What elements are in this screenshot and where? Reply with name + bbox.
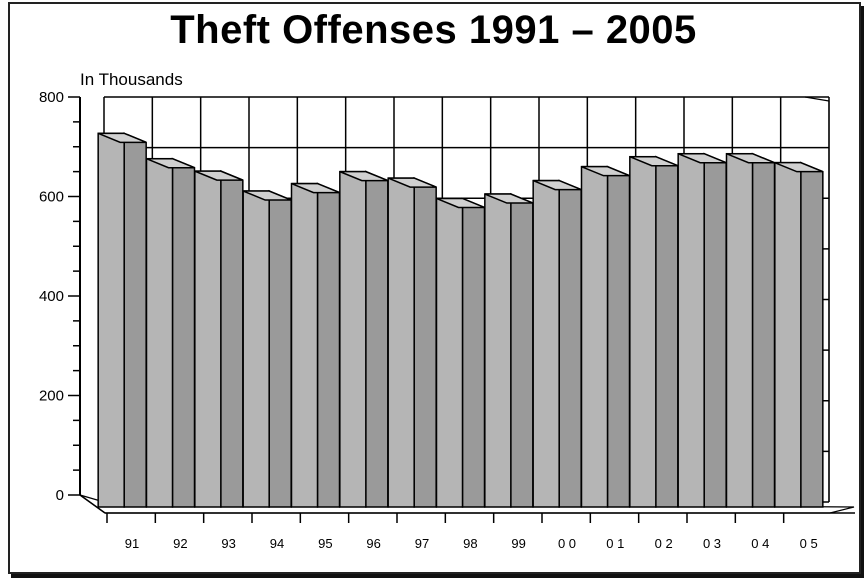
x-tick-label: 0 5	[800, 536, 818, 551]
bar-side	[268, 189, 292, 508]
x-tick-label: 98	[463, 536, 477, 551]
bar-side	[800, 161, 824, 508]
y-tick-label: 800	[39, 89, 64, 106]
x-tick-label: 0 4	[751, 536, 769, 551]
bar-03	[677, 152, 705, 508]
bar-95	[290, 182, 319, 508]
bar-92	[145, 157, 174, 508]
bar-top	[387, 177, 437, 188]
bar-side	[510, 192, 534, 508]
bar-top	[194, 170, 244, 181]
x-tick-label: 0 3	[703, 536, 721, 551]
x-tick-label: 97	[415, 536, 429, 551]
floor-edge	[79, 494, 106, 514]
unit-label: In Thousands	[80, 70, 183, 89]
bar-side	[316, 182, 341, 508]
bar-side	[220, 170, 244, 508]
x-tick-label: 0 1	[606, 536, 624, 551]
bar-top	[774, 161, 824, 173]
x-tick-label: 94	[270, 536, 284, 551]
bar-05	[774, 161, 802, 508]
x-tick-label: 96	[366, 536, 380, 551]
bar-93	[194, 170, 222, 508]
bar-top	[146, 157, 195, 169]
bar-04	[725, 152, 754, 508]
bar-94	[242, 190, 270, 508]
y-tick-label: 0	[56, 487, 64, 504]
y-tick-label: 600	[39, 189, 64, 206]
x-tick-label: 93	[221, 536, 235, 551]
bar-side	[365, 170, 389, 508]
y-tick-label: 200	[39, 388, 64, 405]
bar-side	[123, 132, 147, 508]
bar-96	[339, 170, 367, 508]
x-tick-label: 0 0	[558, 536, 576, 551]
x-tick-label: 92	[173, 536, 187, 551]
y-tick-label: 400	[39, 288, 64, 305]
x-tick-label: 99	[511, 536, 525, 551]
bar-top	[97, 132, 147, 144]
bar-side	[703, 152, 727, 508]
bar-side	[171, 157, 196, 508]
x-tick-label: 0 2	[655, 536, 673, 551]
bar-02	[629, 155, 657, 508]
wall-edge	[804, 96, 830, 102]
bar-side	[413, 176, 437, 508]
bar-91	[97, 132, 125, 508]
bar-99	[484, 193, 512, 508]
bar-side	[606, 165, 631, 508]
x-tick-label: 91	[125, 536, 139, 551]
bar-side	[751, 152, 776, 508]
chart-title: Theft Offenses 1991 – 2005	[170, 8, 697, 52]
bar-side	[558, 179, 582, 508]
bar-97	[387, 177, 415, 508]
bar-00	[532, 179, 560, 508]
bar-side	[655, 155, 679, 508]
bar-side	[461, 197, 486, 508]
bar-01	[580, 165, 609, 508]
bar-98	[435, 197, 464, 508]
x-tick-label: 95	[318, 536, 332, 551]
